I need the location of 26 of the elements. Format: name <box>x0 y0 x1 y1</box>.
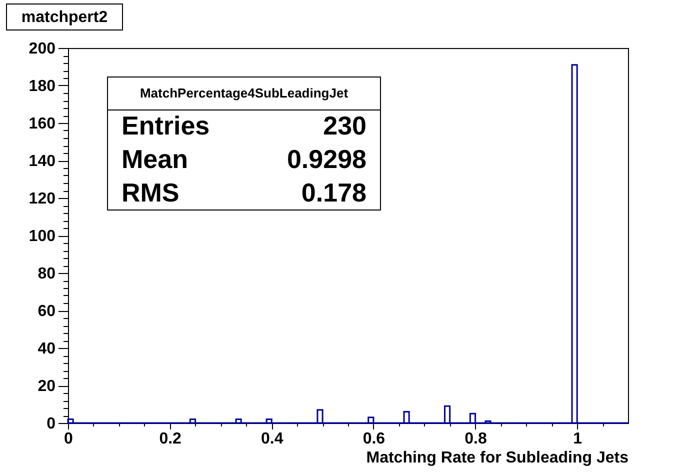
annotation: 0.178 <box>301 177 366 208</box>
x-tick-label: 1 <box>573 430 582 448</box>
y-tick-label: 60 <box>38 303 56 320</box>
y-tick-label: 100 <box>28 228 56 245</box>
annotation: Entries <box>122 110 210 141</box>
x-tick-label: 0.8 <box>464 430 487 448</box>
annotation: 0.9298 <box>286 144 366 174</box>
y-tick-label: 120 <box>28 190 56 208</box>
y-tick-label: 160 <box>28 116 56 132</box>
annotation: Mean <box>122 144 188 174</box>
y-tick-label: 40 <box>38 340 56 358</box>
y-tick-label: 80 <box>38 266 56 282</box>
annotation: RMS <box>122 177 180 208</box>
x-tick-label: 0.4 <box>261 430 284 448</box>
x-tick-label: 0.2 <box>159 430 182 448</box>
y-tick-label: 200 <box>28 40 56 58</box>
x-tick-label: 0.6 <box>362 430 386 448</box>
y-tick-label: 140 <box>28 153 56 170</box>
chart-title: matchpert2 <box>21 9 108 26</box>
y-tick-label: 180 <box>28 78 56 95</box>
annotation: 230 <box>323 110 366 141</box>
y-tick-label: 20 <box>38 378 56 395</box>
y-tick-label: 0 <box>46 416 56 432</box>
x-tick-label: 0 <box>64 430 74 448</box>
annotation: MatchPercentage4SubLeadingJet <box>140 86 349 100</box>
x-axis-title: Matching Rate for Subleading Jets <box>366 450 629 466</box>
